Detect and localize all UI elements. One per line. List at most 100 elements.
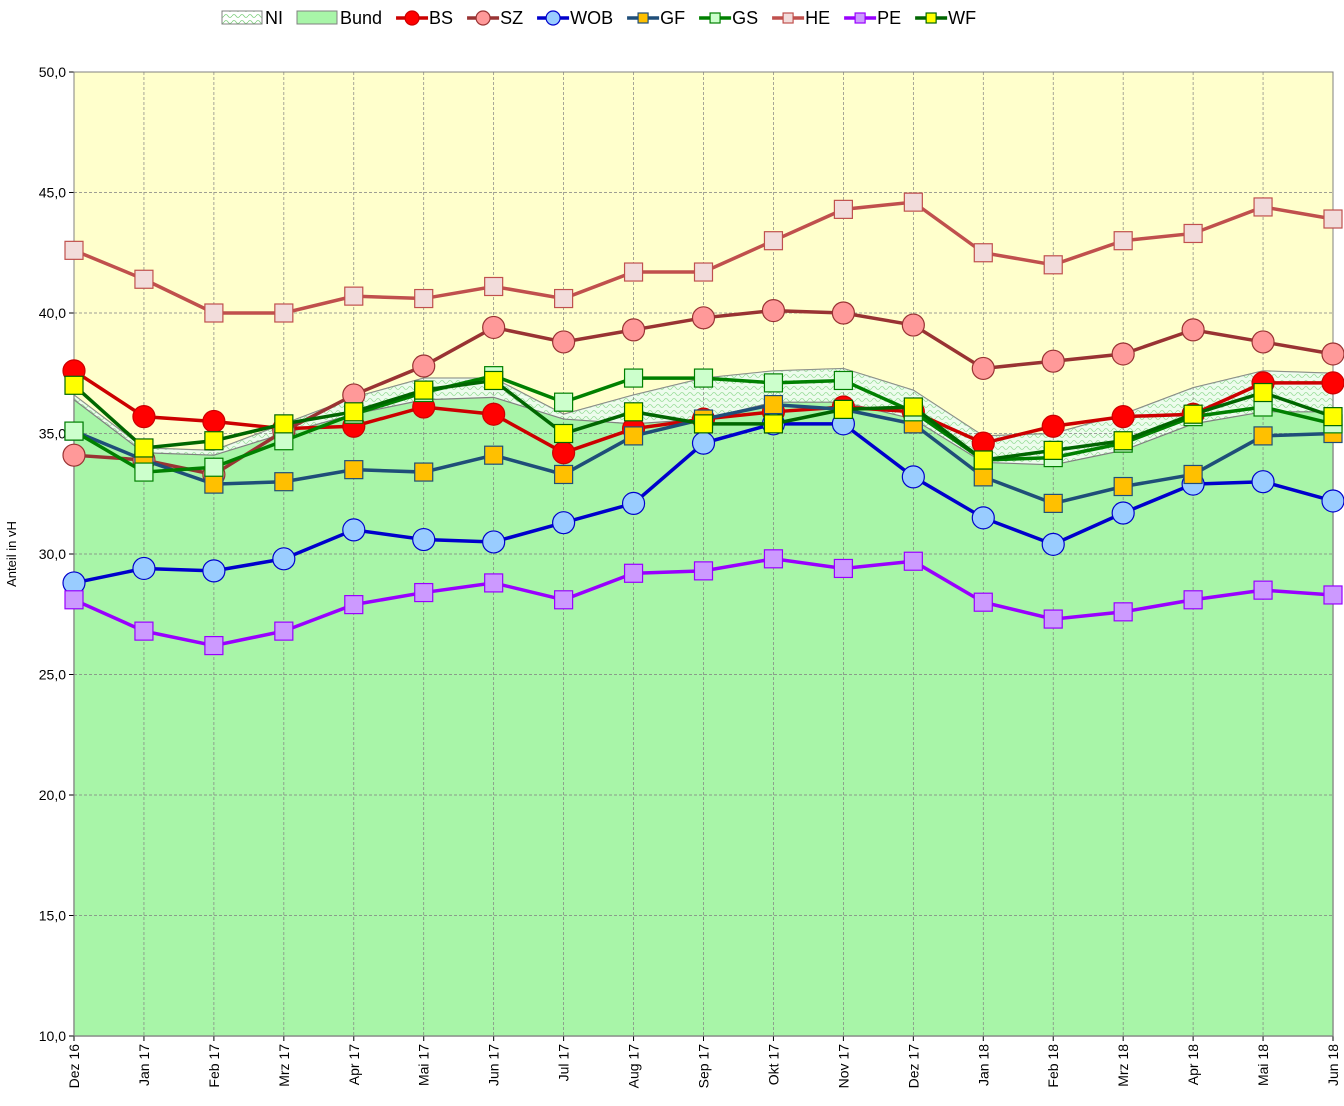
marker bbox=[204, 457, 224, 477]
marker bbox=[903, 192, 923, 212]
legend-label: WF bbox=[948, 8, 976, 28]
x-tick-label: Jun 18 bbox=[1325, 1044, 1341, 1086]
marker bbox=[344, 460, 364, 480]
marker bbox=[204, 303, 224, 323]
x-tick-label: Apr 18 bbox=[1185, 1044, 1201, 1085]
marker bbox=[202, 559, 226, 583]
y-tick-label: 35,0 bbox=[39, 426, 66, 442]
marker bbox=[132, 556, 156, 581]
legend-swatch bbox=[296, 10, 338, 25]
marker bbox=[482, 530, 506, 554]
marker bbox=[1323, 209, 1343, 229]
marker bbox=[554, 423, 574, 444]
marker bbox=[1043, 255, 1063, 275]
legend-marker bbox=[545, 10, 561, 26]
marker bbox=[1113, 431, 1133, 451]
marker bbox=[1181, 318, 1205, 342]
marker bbox=[202, 409, 226, 434]
x-tick-label: Apr 17 bbox=[346, 1044, 362, 1085]
marker bbox=[691, 431, 716, 455]
x-tick-label: Feb 18 bbox=[1045, 1044, 1061, 1088]
marker bbox=[973, 450, 993, 470]
y-tick-label: 30,0 bbox=[39, 546, 66, 562]
marker bbox=[554, 590, 574, 610]
marker bbox=[134, 438, 154, 458]
x-tick-label: Mai 17 bbox=[416, 1044, 432, 1086]
legend-label: SZ bbox=[500, 8, 523, 28]
marker bbox=[973, 243, 993, 263]
marker bbox=[1323, 585, 1343, 605]
marker bbox=[1111, 342, 1135, 366]
y-tick-label: 50,0 bbox=[39, 64, 66, 80]
marker bbox=[272, 547, 296, 571]
marker bbox=[1321, 342, 1344, 366]
marker bbox=[973, 592, 993, 612]
marker bbox=[204, 431, 224, 451]
marker bbox=[64, 421, 84, 441]
marker bbox=[134, 269, 154, 289]
marker bbox=[552, 441, 576, 465]
marker bbox=[621, 491, 646, 515]
marker bbox=[971, 506, 995, 530]
marker bbox=[484, 370, 504, 391]
marker bbox=[833, 399, 853, 419]
marker bbox=[484, 573, 504, 593]
marker bbox=[623, 426, 644, 446]
marker bbox=[763, 373, 784, 393]
legend-marker bbox=[475, 10, 491, 26]
marker bbox=[763, 549, 784, 569]
x-tick-label: Nov 17 bbox=[835, 1044, 851, 1089]
marker bbox=[274, 414, 294, 434]
marker bbox=[1113, 476, 1133, 497]
marker bbox=[62, 443, 86, 467]
x-tick-label: Jun 17 bbox=[486, 1044, 502, 1086]
legend-marker bbox=[709, 12, 721, 24]
marker bbox=[1113, 602, 1133, 622]
marker bbox=[833, 558, 853, 579]
x-tick-label: Mrz 18 bbox=[1115, 1044, 1131, 1087]
marker bbox=[971, 356, 995, 381]
marker bbox=[833, 370, 853, 391]
marker bbox=[761, 298, 786, 323]
marker bbox=[414, 288, 434, 309]
marker bbox=[1113, 231, 1133, 251]
marker bbox=[414, 380, 434, 400]
marker bbox=[274, 472, 294, 492]
legend-marker bbox=[854, 12, 866, 24]
marker bbox=[1043, 493, 1063, 513]
marker bbox=[274, 303, 294, 323]
marker bbox=[1251, 470, 1275, 494]
marker bbox=[1111, 405, 1135, 429]
marker bbox=[691, 306, 716, 330]
legend-marker bbox=[637, 12, 649, 24]
marker bbox=[274, 621, 294, 641]
legend-label: WOB bbox=[570, 8, 613, 28]
marker bbox=[414, 582, 434, 603]
marker bbox=[1183, 590, 1203, 610]
marker bbox=[482, 402, 506, 426]
marker bbox=[64, 590, 84, 610]
marker bbox=[693, 262, 714, 282]
marker bbox=[64, 375, 84, 395]
marker bbox=[623, 262, 644, 282]
x-tick-label: Jul 17 bbox=[556, 1044, 572, 1082]
x-tick-label: Okt 17 bbox=[765, 1044, 781, 1085]
marker bbox=[623, 368, 644, 388]
legend-label: BS bbox=[429, 8, 453, 28]
marker bbox=[763, 414, 784, 434]
marker bbox=[484, 276, 504, 297]
x-tick-label: Dez 17 bbox=[905, 1044, 921, 1089]
legend-label: Bund bbox=[340, 8, 382, 28]
marker bbox=[342, 518, 366, 542]
marker bbox=[831, 301, 855, 325]
marker bbox=[344, 402, 364, 422]
marker bbox=[412, 527, 436, 552]
y-axis-label: Anteil in vH bbox=[4, 521, 19, 587]
marker bbox=[274, 431, 294, 451]
legend-marker bbox=[404, 10, 420, 26]
y-tick-label: 40,0 bbox=[39, 305, 66, 321]
marker bbox=[1183, 464, 1203, 485]
legend-label: NI bbox=[265, 8, 283, 28]
legend-label: GS bbox=[732, 8, 758, 28]
